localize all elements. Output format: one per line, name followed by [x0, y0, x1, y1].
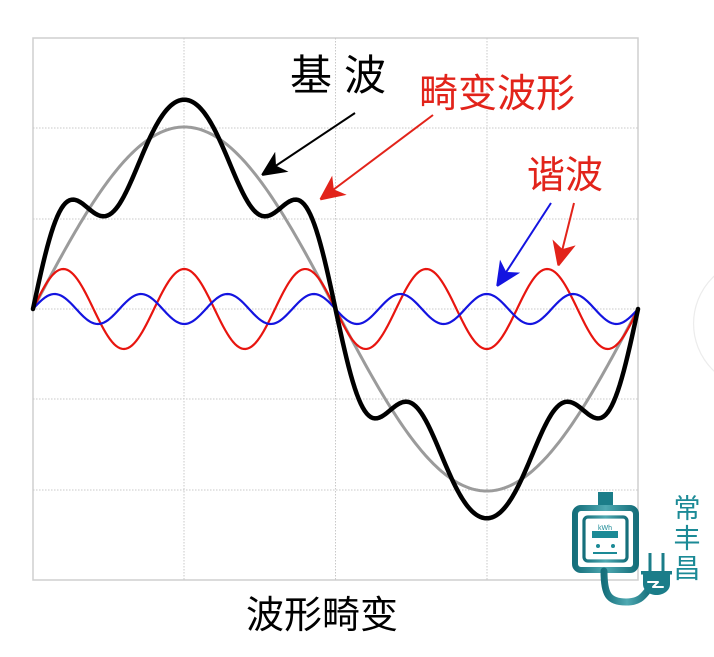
svg-text:kWh: kWh	[598, 525, 612, 532]
svg-text:丰: 丰	[674, 524, 701, 554]
svg-text:谐波: 谐波	[527, 155, 603, 197]
svg-text:波: 波	[344, 52, 386, 99]
svg-text:昌: 昌	[674, 554, 701, 584]
svg-text:基: 基	[290, 52, 332, 99]
svg-text:波形畸变: 波形畸变	[246, 595, 398, 637]
svg-text:常: 常	[674, 494, 701, 524]
svg-text:畸变波形: 畸变波形	[419, 73, 575, 116]
